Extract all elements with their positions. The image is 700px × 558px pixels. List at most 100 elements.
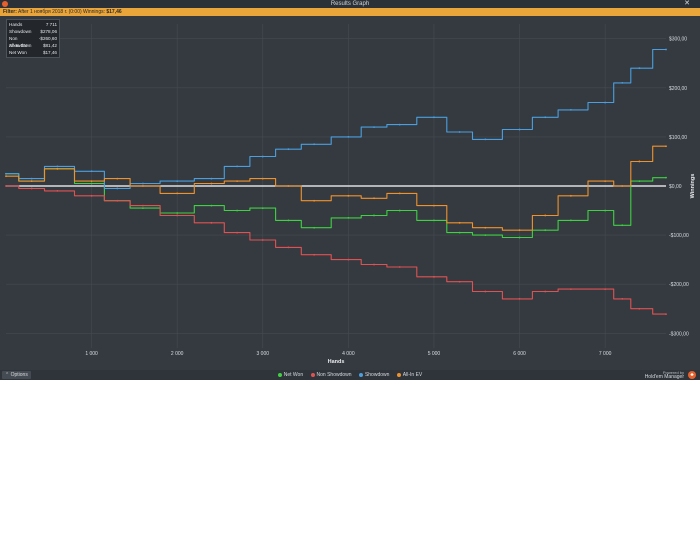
filter-text: After 1 ноября 2018 г. (0:00) xyxy=(18,9,82,15)
data-point-net-won xyxy=(458,231,461,234)
data-point-all-in-ev xyxy=(570,194,572,197)
data-point-all-in-ev xyxy=(604,180,607,182)
x-tick-label: 5 000 xyxy=(428,351,441,357)
stat-label: Net Won xyxy=(9,50,27,55)
data-point-net-won xyxy=(398,209,401,212)
chevron-up-icon: ⌃ xyxy=(5,372,10,378)
data-point-all-in-ev xyxy=(116,177,119,180)
data-point-non-showdown xyxy=(210,221,213,224)
data-point-showdown xyxy=(261,155,264,158)
legend-item-allin-ev[interactable]: All-In EV xyxy=(396,372,423,378)
stats-row-showdown: Showdown $278,06 xyxy=(9,28,57,35)
data-point-non-showdown xyxy=(604,288,607,290)
stat-value: 7 711 xyxy=(45,22,57,27)
legend-label: Showdown xyxy=(364,372,390,378)
data-point-non-showdown xyxy=(5,185,7,187)
data-point-all-in-ev xyxy=(261,177,264,180)
stats-row-non-showdown: Non Showdown -$260,60 xyxy=(9,35,57,48)
options-label: Options xyxy=(10,372,28,378)
data-point-non-showdown xyxy=(142,204,144,207)
brand-name: Hold'em Manager xyxy=(644,374,684,380)
data-point-net-won xyxy=(261,207,264,209)
data-point-net-won xyxy=(570,219,572,222)
data-point-showdown xyxy=(210,177,213,180)
data-point-non-showdown xyxy=(90,194,93,197)
legend-label: All-In EV xyxy=(402,372,423,378)
results-chart: 1 000 2 000 3 000 4 000 5 000 6 000 7 000 $300,… xyxy=(5,24,696,365)
data-point-showdown xyxy=(313,143,316,146)
stat-value: $17,46 xyxy=(42,50,57,55)
legend-swatch xyxy=(277,372,282,377)
series-line-non-showdown xyxy=(6,185,666,315)
data-point-non-showdown xyxy=(518,298,521,300)
data-point-net-won xyxy=(236,209,238,212)
app-icon xyxy=(2,1,8,7)
stat-value: $278,06 xyxy=(40,29,57,34)
data-point-all-in-ev xyxy=(621,185,624,187)
data-point-all-in-ev xyxy=(638,160,641,163)
data-point-showdown xyxy=(458,131,461,133)
data-point-non-showdown xyxy=(570,288,572,290)
options-button[interactable]: ⌃ Options xyxy=(2,371,31,379)
data-point-all-in-ev xyxy=(313,199,316,202)
legend-swatch xyxy=(396,372,401,377)
title-bar: Results Graph ✕ xyxy=(0,0,700,8)
legend-swatch xyxy=(310,372,315,377)
data-point-non-showdown xyxy=(621,298,624,300)
data-point-all-in-ev xyxy=(236,180,238,182)
legend-item-non-showdown[interactable]: Non Showdown xyxy=(310,372,352,378)
data-point-all-in-ev xyxy=(56,167,59,170)
data-point-non-showdown xyxy=(638,307,641,310)
winnings-label: Winnings: xyxy=(83,9,105,15)
stat-label: All-In EV xyxy=(9,43,27,48)
data-point-all-in-ev xyxy=(398,192,401,195)
data-point-showdown xyxy=(638,67,641,70)
legend-item-net-won[interactable]: Net Won xyxy=(277,372,304,378)
data-point-non-showdown xyxy=(116,199,119,202)
data-point-net-won xyxy=(433,219,435,222)
x-tick-label: 6 000 xyxy=(513,351,526,357)
data-point-showdown xyxy=(116,187,119,190)
stat-value: -$260,60 xyxy=(38,36,57,41)
data-point-net-won xyxy=(518,236,521,239)
data-point-all-in-ev xyxy=(142,185,144,187)
data-point-all-in-ev xyxy=(484,226,487,229)
data-point-showdown xyxy=(398,123,401,126)
data-point-all-in-ev xyxy=(518,229,521,232)
data-point-non-showdown xyxy=(665,313,667,316)
data-point-showdown xyxy=(176,180,179,182)
data-point-net-won xyxy=(210,204,213,207)
data-point-showdown xyxy=(90,170,93,173)
stats-box: Hands 7 711 Showdown $278,06 Non Showdown -… xyxy=(6,19,60,58)
brand-text: Powered by Hold'em Manager xyxy=(645,370,684,380)
data-point-all-in-ev xyxy=(433,204,435,207)
x-tick-label: 4 000 xyxy=(342,351,355,357)
data-point-showdown xyxy=(433,116,435,119)
legend-label: Net Won xyxy=(283,372,304,378)
stats-row-net-won: Net Won $17,46 xyxy=(9,49,57,56)
data-point-showdown xyxy=(373,126,375,128)
stat-label: Showdown xyxy=(9,29,32,34)
holdem-manager-logo-icon: ♣ xyxy=(688,371,696,379)
data-point-net-won xyxy=(484,234,487,236)
data-point-net-won xyxy=(665,176,667,179)
data-point-showdown xyxy=(621,82,624,84)
stats-row-allin-ev: All-In EV $81,42 xyxy=(9,42,57,49)
data-point-all-in-ev xyxy=(347,194,350,197)
data-point-all-in-ev xyxy=(665,145,667,148)
data-point-showdown xyxy=(236,165,238,168)
close-icon[interactable]: ✕ xyxy=(684,0,690,7)
data-point-non-showdown xyxy=(261,239,264,241)
results-graph-window: Results Graph ✕ Filter: After 1 ноября 2… xyxy=(0,0,700,380)
y-tick-label: -$300,00 xyxy=(669,331,689,337)
data-point-non-showdown xyxy=(544,290,547,293)
data-point-all-in-ev xyxy=(5,175,7,178)
data-point-net-won xyxy=(142,207,144,209)
data-point-showdown xyxy=(604,101,607,104)
data-point-showdown xyxy=(142,182,144,185)
data-point-showdown xyxy=(30,177,33,180)
data-point-net-won xyxy=(176,212,179,214)
legend-item-showdown[interactable]: Showdown xyxy=(358,372,390,378)
y-tick-label: -$200,00 xyxy=(669,282,689,288)
data-point-all-in-ev xyxy=(287,185,290,187)
